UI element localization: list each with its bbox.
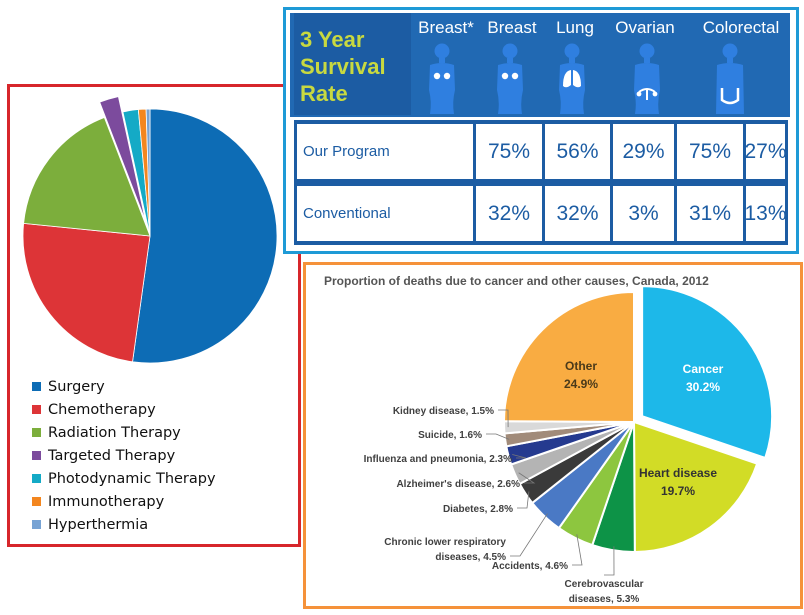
pie-slice-surgery: [132, 108, 278, 364]
legend-swatch: [32, 474, 41, 483]
slice-label-suicide: Suicide, 1.6%: [418, 430, 482, 441]
leader-line-kidney-disease: [498, 409, 509, 428]
legend-swatch: [32, 405, 41, 414]
title-cell: [294, 13, 411, 115]
treatment-legend: Surgery Chemotherapy Radiation Therapy Targ…: [32, 375, 216, 536]
slice-label-chronic-lower-respiratory-diseases: diseases, 4.5%: [435, 552, 506, 563]
pie-slice-radiation-therapy: [23, 116, 151, 237]
deaths-chart-title: Proportion of deaths due to cancer and o…: [324, 274, 709, 288]
slice-label-cerebrovascular-diseases: Cerebrovascular: [565, 579, 644, 590]
cell-our-program-4: 27%: [744, 124, 787, 179]
pie-slice-hyperthermia: [145, 108, 151, 237]
table-title: 3 Year Survival Rate: [300, 27, 386, 106]
slice-label-other: 24.9%: [564, 377, 598, 391]
leader-line-diabetes: [517, 491, 530, 509]
cell-our-program-3: 75%: [677, 124, 743, 179]
cell-conventional-4: 13%: [744, 186, 787, 241]
panel-border-top: [7, 84, 292, 87]
column-header-breast-0: Breast*: [418, 18, 474, 37]
leader-line-suicide: [486, 433, 510, 440]
leader-line-cerebrovascular-diseases: [604, 546, 615, 576]
female-body-icon: [497, 43, 523, 114]
legend-label: Radiation Therapy: [48, 424, 181, 441]
legend-item-immunotherapy: Immunotherapy: [32, 490, 216, 513]
slice-label-cancer: Cancer: [683, 362, 724, 376]
cell-our-program-1: 56%: [545, 124, 610, 179]
column-header-ovarian-3: Ovarian: [615, 18, 675, 37]
cell-conventional-3: 31%: [677, 186, 743, 241]
treatment-pie-chart: [22, 96, 278, 364]
legend-item-chemotherapy: Chemotherapy: [32, 398, 216, 421]
legend-item-radiation-therapy: Radiation Therapy: [32, 421, 216, 444]
slice-label-alzheimer-s-disease: Alzheimer's disease, 2.6%: [396, 479, 520, 490]
cell-conventional-1: 32%: [545, 186, 610, 241]
legend-label: Targeted Therapy: [48, 447, 176, 464]
slice-label-other: Other: [565, 359, 597, 373]
row-label-conventional: Conventional: [297, 186, 473, 241]
row-label-our-program: Our Program: [297, 124, 473, 179]
cell-our-program-2: 29%: [613, 124, 674, 179]
ovaries-icon: [634, 43, 660, 114]
slice-label-heart-disease: Heart disease: [639, 466, 717, 480]
pie-slice-heart-disease: [632, 420, 759, 554]
slice-label-influenza-and-pneumonia: Influenza and pneumonia, 2.3%: [364, 454, 512, 465]
cell-our-program-0: 75%: [476, 124, 542, 179]
cell-conventional-2: 3%: [613, 186, 674, 241]
slice-label-diabetes: Diabetes, 2.8%: [443, 504, 513, 515]
leader-line-influenza-and-pneumonia: [512, 454, 527, 459]
slice-label-heart-disease: 19.7%: [661, 484, 695, 498]
column-header-colorectal-4: Colorectal: [702, 18, 780, 37]
slice-label-kidney-disease: Kidney disease, 1.5%: [393, 406, 494, 417]
slice-label-accidents: Accidents, 4.6%: [492, 561, 568, 572]
legend-swatch: [32, 520, 41, 529]
leader-line-alzheimer-s-disease: [518, 472, 536, 484]
legend-label: Surgery: [48, 378, 105, 395]
legend-label: Chemotherapy: [48, 401, 156, 418]
pie-slice-chemotherapy: [22, 222, 151, 363]
legend-label: Immunotherapy: [48, 493, 165, 510]
legend-swatch: [32, 382, 41, 391]
survival-table-panel: 3 Year Survival Rate Breast* Breast Lung Ov…: [283, 7, 799, 254]
legend-item-targeted-therapy: Targeted Therapy: [32, 444, 216, 467]
legend-swatch: [32, 497, 41, 506]
pie-slice-cancer: [641, 285, 774, 460]
leader-line-chronic-lower-respiratory-diseases: [510, 513, 548, 557]
legend-item-hyperthermia: Hyperthermia: [32, 513, 216, 536]
leader-line-accidents: [572, 534, 583, 566]
lungs-icon: [559, 43, 585, 114]
column-header-lung-2: Lung: [556, 18, 594, 37]
pie-slice-targeted-therapy: [99, 96, 146, 221]
legend-swatch: [32, 451, 41, 460]
pie-slice-other: [502, 290, 635, 424]
colon-icon: [716, 43, 744, 114]
survival-grid: Our Program 75% 56% 29% 75% 27% Conventional 32…: [294, 120, 788, 245]
legend-item-photodynamic-therapy: Photodynamic Therapy: [32, 467, 216, 490]
deaths-pie-chart: Cancer 30.2% Heart disease 19.7% Cerebrovasc…: [364, 285, 774, 605]
slice-label-cerebrovascular-diseases: diseases, 5.3%: [569, 594, 640, 605]
legend-label: Hyperthermia: [48, 516, 149, 533]
legend-swatch: [32, 428, 41, 437]
legend-item-surgery: Surgery: [32, 375, 216, 398]
treatment-pie-panel: Surgery Chemotherapy Radiation Therapy Targ…: [7, 84, 301, 547]
slice-label-chronic-lower-respiratory-diseases: Chronic lower respiratory: [384, 537, 506, 548]
legend-label: Photodynamic Therapy: [48, 470, 216, 487]
deaths-pie-panel: Cancer 30.2% Heart disease 19.7% Cerebrovasc…: [303, 262, 803, 609]
column-header-breast-1: Breast: [487, 18, 537, 37]
slice-label-cancer: 30.2%: [686, 380, 720, 394]
cell-conventional-0: 32%: [476, 186, 542, 241]
female-body-icon: [429, 43, 455, 114]
